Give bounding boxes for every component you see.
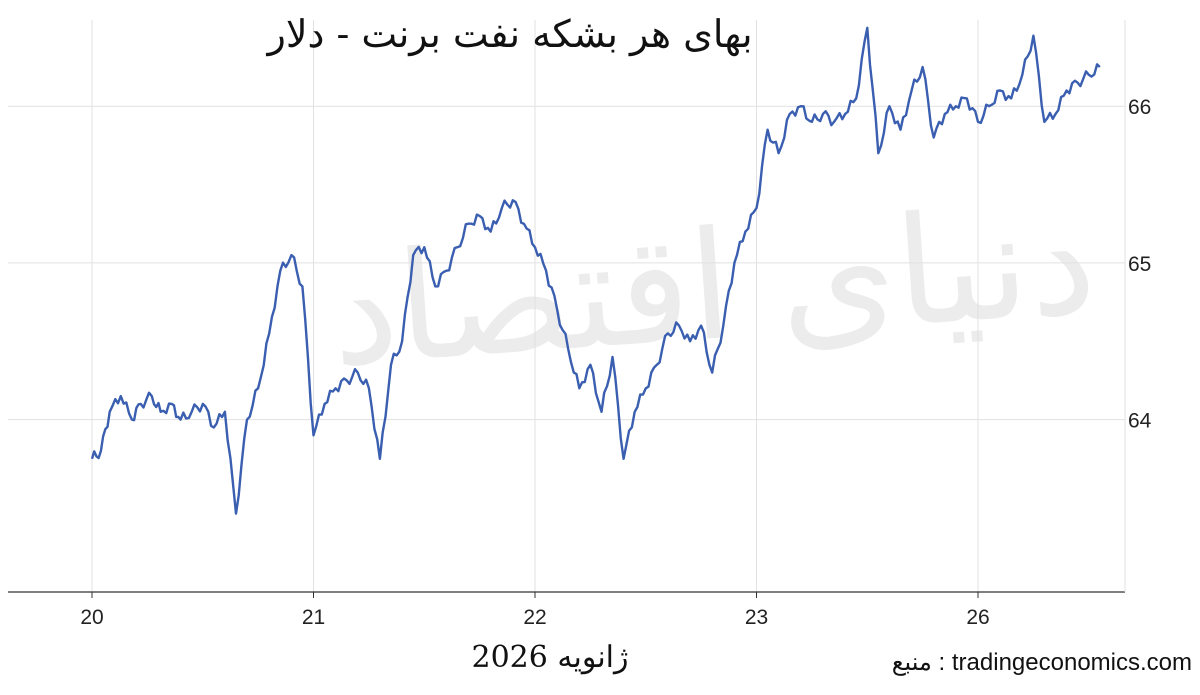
- x-tick-label: 21: [302, 606, 325, 629]
- label-layer: 20 21 22 23 26 64 65 66: [80, 96, 1151, 629]
- x-tick-label: 22: [523, 606, 546, 629]
- y-tick-label: 66: [1128, 96, 1151, 119]
- axis-layer: [8, 20, 1126, 598]
- source-credit: tradingeconomics.com : منبع: [891, 649, 1192, 676]
- grid-layer: [8, 20, 1125, 592]
- chart-title: بهای هر بشکه نفت برنت - دلار: [267, 12, 753, 56]
- y-tick-label: 65: [1128, 253, 1151, 276]
- x-tick-label: 23: [745, 606, 768, 629]
- x-axis-title: ژانویه 2026: [471, 640, 629, 675]
- y-tick-label: 64: [1128, 410, 1152, 433]
- line-layer: [90, 26, 1101, 515]
- x-tick-label: 20: [80, 606, 103, 629]
- x-tick-label: 26: [966, 606, 989, 629]
- price-series-line: [90, 26, 1101, 515]
